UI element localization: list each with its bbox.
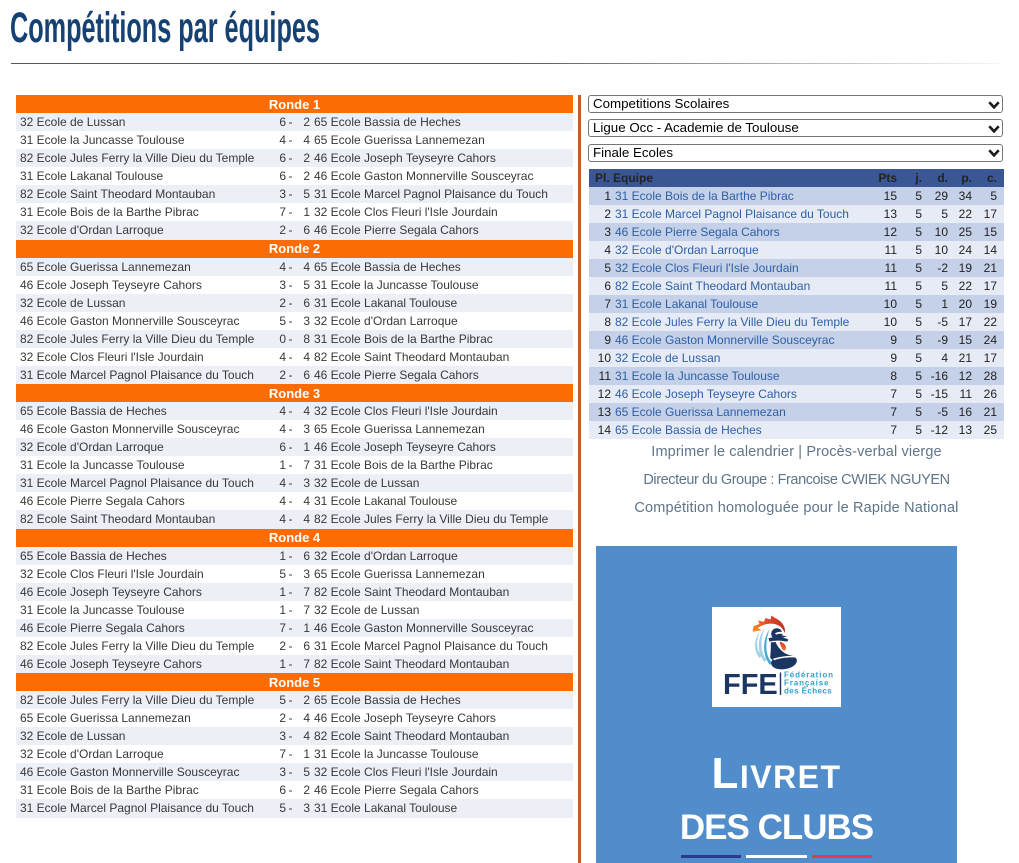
svg-text:des Échecs: des Échecs [784,687,832,696]
svg-text:Française: Française [784,679,829,688]
svg-text:FFE: FFE [723,669,778,701]
svg-text:Fédération: Fédération [784,671,834,680]
